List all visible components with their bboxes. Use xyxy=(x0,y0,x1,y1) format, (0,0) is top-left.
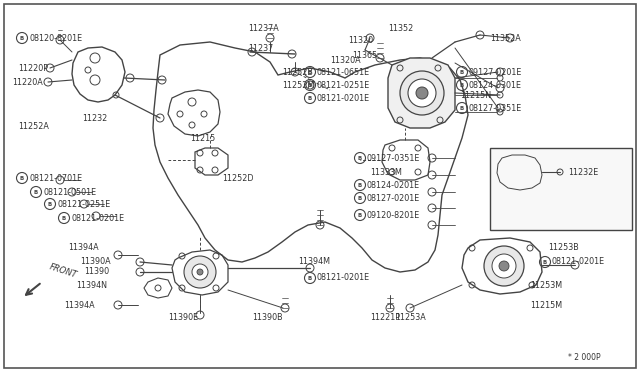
Circle shape xyxy=(192,264,208,280)
Text: 08127-0201E: 08127-0201E xyxy=(367,193,420,202)
Text: 11394A: 11394A xyxy=(64,301,95,310)
Text: B: B xyxy=(543,260,547,264)
Text: 11320A: 11320A xyxy=(330,55,360,64)
Text: B: B xyxy=(358,155,362,160)
Text: FRONT: FRONT xyxy=(48,263,78,280)
Text: 08121-0701E: 08121-0701E xyxy=(29,173,82,183)
Text: 11394N: 11394N xyxy=(76,280,107,289)
Text: B: B xyxy=(48,202,52,206)
Circle shape xyxy=(484,246,524,286)
Text: 09127-0201E: 09127-0201E xyxy=(469,67,522,77)
Text: 08121-0251E: 08121-0251E xyxy=(317,80,371,90)
Text: 11253B: 11253B xyxy=(548,244,579,253)
Text: 11220P: 11220P xyxy=(18,64,48,73)
Text: B: B xyxy=(308,276,312,280)
Text: B: B xyxy=(358,212,362,218)
Text: 08124-0201E: 08124-0201E xyxy=(367,180,420,189)
Text: 11365: 11365 xyxy=(352,51,377,60)
Text: 11232: 11232 xyxy=(82,113,108,122)
Text: 11253A: 11253A xyxy=(395,314,426,323)
Text: 08121-0651E: 08121-0651E xyxy=(317,67,370,77)
Circle shape xyxy=(184,256,216,288)
Bar xyxy=(490,148,632,230)
Text: * 2 000P: * 2 000P xyxy=(568,353,600,362)
Text: 08124-0301E: 08124-0301E xyxy=(469,80,522,90)
Circle shape xyxy=(416,87,428,99)
Text: 11390B: 11390B xyxy=(252,314,283,323)
Text: 11220A: 11220A xyxy=(12,77,43,87)
Text: 11221P: 11221P xyxy=(370,314,400,323)
Text: 11237A: 11237A xyxy=(248,23,279,32)
Circle shape xyxy=(197,269,203,275)
Text: 11215N: 11215N xyxy=(460,90,491,99)
Text: B: B xyxy=(460,83,464,87)
Text: 08127-0351E: 08127-0351E xyxy=(469,103,522,112)
Text: 08121-0501E: 08121-0501E xyxy=(43,187,96,196)
Text: 11352A: 11352A xyxy=(490,33,521,42)
Text: 11215M: 11215M xyxy=(530,301,562,310)
Text: B: B xyxy=(20,35,24,41)
Text: 11253M: 11253M xyxy=(530,280,562,289)
Text: 09120-8201E: 09120-8201E xyxy=(367,211,420,219)
Circle shape xyxy=(408,79,436,107)
Text: 11352: 11352 xyxy=(388,23,413,32)
Text: B: B xyxy=(460,106,464,110)
Text: 08120-8201E: 08120-8201E xyxy=(29,33,82,42)
Text: B: B xyxy=(20,176,24,180)
Text: 11232E: 11232E xyxy=(568,167,598,176)
Text: 11320: 11320 xyxy=(348,35,373,45)
Text: 11215: 11215 xyxy=(190,134,215,142)
Text: 11390A: 11390A xyxy=(80,257,111,266)
Text: 11333M: 11333M xyxy=(370,167,402,176)
Text: B: B xyxy=(308,96,312,100)
Text: 11394M: 11394M xyxy=(298,257,330,266)
Text: 11252M: 11252M xyxy=(282,80,314,90)
Text: 11390: 11390 xyxy=(84,267,109,276)
Polygon shape xyxy=(388,58,455,128)
Text: 11237: 11237 xyxy=(248,44,273,52)
Text: 11252D: 11252D xyxy=(222,173,253,183)
Text: 11394A: 11394A xyxy=(68,244,99,253)
Circle shape xyxy=(499,261,509,271)
Text: 08121-0201E: 08121-0201E xyxy=(317,273,370,282)
Text: 08121-0251E: 08121-0251E xyxy=(57,199,110,208)
Text: B: B xyxy=(460,70,464,74)
Text: 08121-0201E: 08121-0201E xyxy=(71,214,124,222)
Text: 11390E: 11390E xyxy=(168,314,198,323)
Text: 09127-0351E: 09127-0351E xyxy=(367,154,420,163)
Text: B: B xyxy=(358,196,362,201)
Text: B: B xyxy=(34,189,38,195)
Text: B: B xyxy=(308,70,312,74)
Text: 11252B: 11252B xyxy=(282,67,313,77)
Text: 08121-0201E: 08121-0201E xyxy=(317,93,370,103)
Text: B: B xyxy=(308,83,312,87)
Text: 11252A: 11252A xyxy=(18,122,49,131)
Text: 08121-0201E: 08121-0201E xyxy=(552,257,605,266)
Circle shape xyxy=(400,71,444,115)
Text: B: B xyxy=(358,183,362,187)
Circle shape xyxy=(492,254,516,278)
Text: B: B xyxy=(62,215,66,221)
